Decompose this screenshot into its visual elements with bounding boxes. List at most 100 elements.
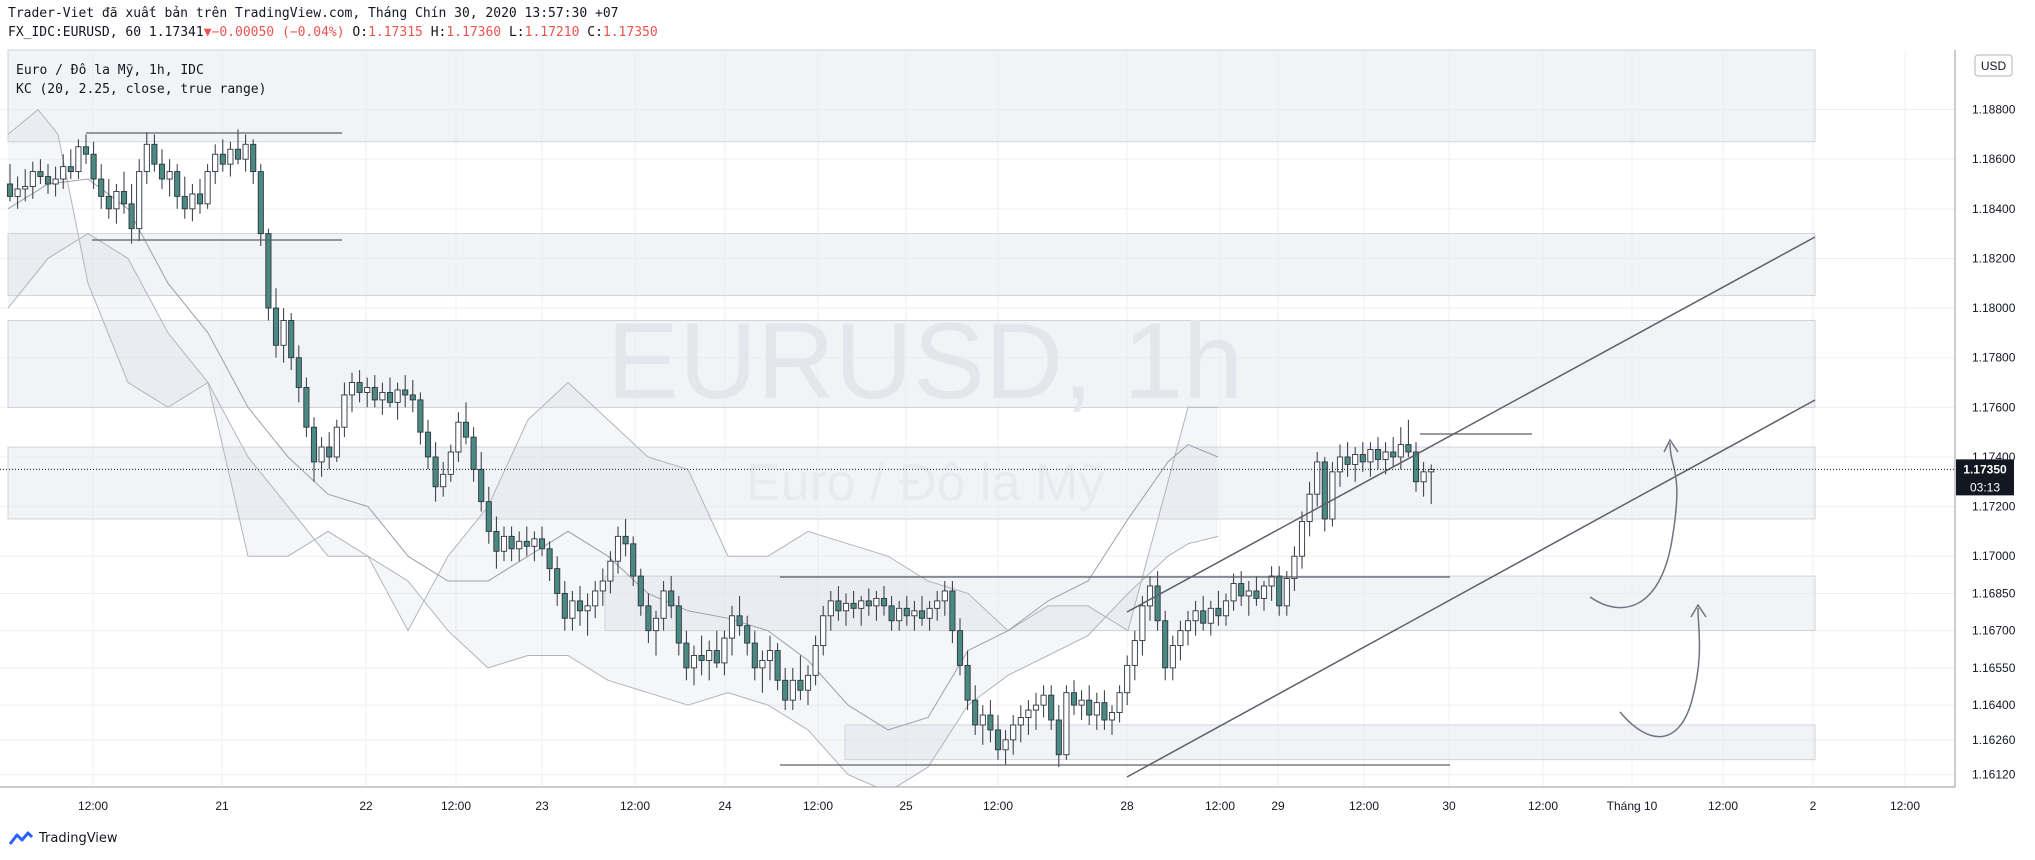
candle-16 [128, 184, 135, 244]
time-tick-8: 25 [899, 799, 913, 813]
candle-60 [462, 402, 470, 445]
candle-120 [918, 595, 926, 626]
candle-81 [622, 519, 629, 557]
candle-body-87 [668, 590, 675, 607]
price-tick-2: 1.18400 [1972, 202, 2016, 216]
candle-body-48 [371, 387, 378, 401]
candle-175 [1336, 444, 1344, 487]
candle-85 [652, 610, 660, 656]
candle-body-66 [508, 535, 515, 550]
candle-body-155 [1184, 620, 1192, 632]
candle-body-80 [614, 535, 622, 562]
time-tick-4: 23 [535, 799, 549, 813]
candle-98 [751, 630, 758, 681]
candle-body-26 [204, 171, 211, 205]
price-tick-6: 1.17600 [1972, 400, 2016, 414]
candle-body-107 [820, 615, 827, 647]
candle-body-90 [690, 655, 698, 669]
candle-106 [812, 635, 819, 686]
candle-100 [766, 635, 774, 681]
candle-body-183 [1397, 444, 1404, 458]
time-tick-5: 12:00 [620, 799, 650, 813]
candle-89 [683, 630, 690, 681]
candle-101 [774, 643, 781, 691]
price-tick-3: 1.18200 [1972, 251, 2016, 265]
price-tick-13: 1.16400 [1972, 698, 2016, 712]
candle-57 [440, 461, 447, 497]
candle-body-17 [136, 171, 143, 230]
candle-body-152 [1162, 620, 1169, 669]
candle-body-147 [1124, 664, 1131, 694]
candle-body-86 [660, 590, 667, 619]
candle-65 [500, 526, 508, 562]
candle-121 [926, 600, 933, 631]
candle-body-38 [295, 357, 302, 388]
candle-body-81 [622, 535, 629, 545]
candle-body-6 [52, 178, 59, 185]
candle-108 [827, 590, 834, 631]
time-axis [0, 786, 1955, 817]
candle-body-143 [1093, 702, 1100, 716]
keltner-fill [8, 109, 1218, 793]
candle-body-59 [455, 421, 462, 453]
candle-112 [858, 595, 865, 626]
candle-83 [637, 568, 644, 616]
candle-body-98 [751, 642, 758, 669]
high-label: H: [430, 25, 447, 40]
candle-body-16 [128, 203, 135, 230]
candle-55 [424, 419, 432, 470]
time-tick-1: 21 [215, 799, 229, 813]
candle-body-125 [956, 630, 964, 666]
candle-body-28 [219, 153, 226, 165]
candle-body-56 [432, 456, 439, 488]
time-tick-11: 12:00 [1205, 799, 1235, 813]
candle-body-162 [1238, 583, 1245, 597]
candle-7 [60, 154, 67, 189]
candle-79 [607, 551, 614, 594]
candle-body-39 [303, 387, 310, 428]
candle-body-0 [6, 183, 14, 197]
candle-48 [371, 375, 378, 408]
candle-body-73 [561, 592, 568, 619]
candle-90 [690, 645, 698, 686]
legend-indicator: KC (20, 2.25, close, true range) [16, 82, 266, 97]
candle-126 [964, 650, 971, 711]
candle-body-12 [98, 178, 105, 197]
open-label: O: [352, 25, 369, 40]
candle-body-103 [789, 679, 796, 701]
candle-body-54 [417, 399, 424, 433]
time-tick-15: 12:00 [1528, 799, 1558, 813]
candle-68 [523, 526, 530, 557]
candle-body-29 [227, 148, 234, 165]
candle-12 [98, 164, 105, 209]
candle-21 [166, 159, 173, 197]
candle-body-110 [842, 602, 850, 612]
candle-61 [470, 427, 477, 482]
candle-154 [1177, 620, 1184, 661]
candle-body-153 [1169, 645, 1176, 669]
keltner-middle [7, 178, 1219, 731]
candle-93 [713, 630, 720, 668]
footer[interactable]: TradingView [8, 830, 118, 846]
candle-body-70 [538, 538, 546, 550]
candle-49 [379, 382, 386, 415]
candle-body-185 [1412, 451, 1420, 483]
candle-151 [1154, 571, 1161, 631]
candle-184 [1405, 419, 1412, 457]
candle-39 [303, 377, 310, 438]
candle-172 [1314, 452, 1321, 507]
candle-body-113 [865, 600, 872, 607]
candle-body-128 [979, 714, 986, 726]
low-label: L: [508, 25, 525, 40]
currency-label[interactable]: USD [1981, 59, 2007, 73]
candle-88 [675, 595, 682, 656]
keltner-upper [7, 108, 1218, 632]
candle-body-51 [394, 389, 401, 403]
candle-9 [75, 139, 82, 180]
price-badge: 1.17350 03:13 [1956, 459, 2014, 496]
candle-155 [1184, 610, 1192, 646]
channel-upper-line [1126, 236, 1816, 613]
candle-50 [386, 377, 394, 408]
currency-button[interactable]: USD [1974, 54, 2013, 77]
